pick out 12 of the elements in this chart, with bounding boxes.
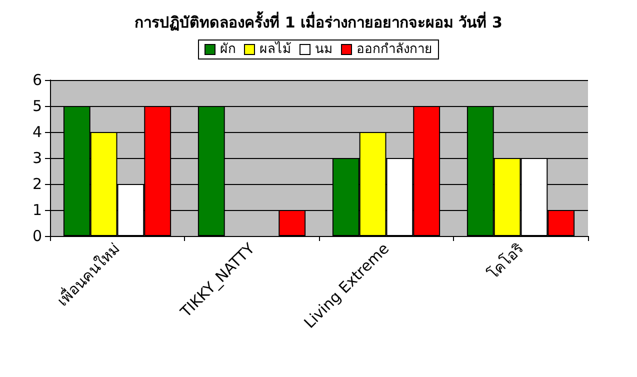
y-tick-label: 4 [32,123,42,141]
legend-label: ผลไม้ [260,41,292,57]
y-tick-label: 2 [32,175,42,193]
y-tick-label: 3 [32,149,42,167]
y-tick-label: 0 [32,227,42,245]
y-tick-label: 5 [32,97,42,115]
legend-label: นม [315,42,333,57]
legend-label: ผัก [220,42,236,57]
y-tick-label: 6 [32,71,42,89]
legend-label: ออกกำลังกาย [356,42,432,57]
chart-title: การปฏิบัติทดลองครั้งที่ 1 เมื่อร่างกายอยากจะผอม วันที่ 3 [134,10,502,32]
y-tick-label: 1 [32,201,42,219]
